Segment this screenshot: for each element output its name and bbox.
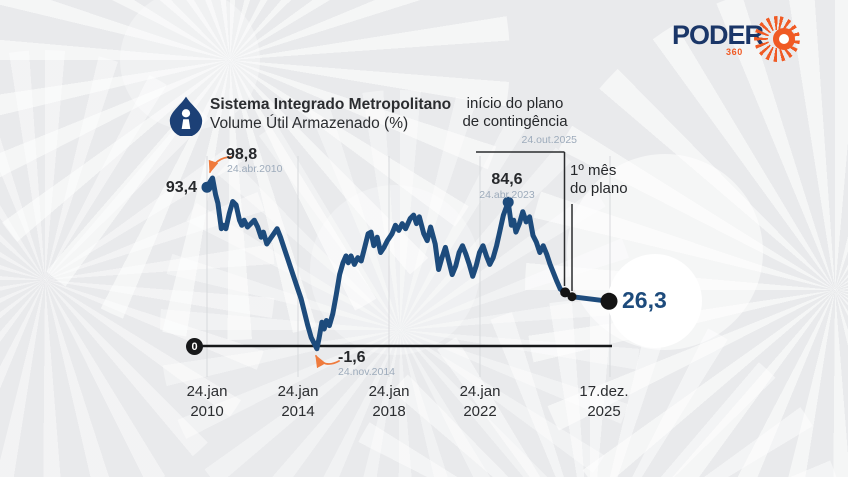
tick-day-month: 24.jan [368,383,410,400]
logo-wordmark: PODER [672,20,764,50]
data-dot-peak-2023 [502,196,514,208]
person-head [181,109,191,118]
tick-day-month: 24.jan [277,383,319,400]
annotation-lines [476,151,573,291]
value-label-low-2014: -1,6 [338,349,366,366]
first-month-line2: do plano [570,180,628,197]
final-value-bubble [608,254,702,348]
data-dot-first-month [567,292,577,302]
tick-year: 2025 [587,403,621,420]
poder360-logo: PODER 360 [668,14,802,66]
date-label-peak-2010: 24.abr.2010 [227,163,283,175]
logo-sunburst-icon [754,16,800,62]
tick-day-month: 24.jan [186,383,228,400]
logo-360-label: 360 [726,47,743,57]
x-axis-tick-2010: 24.jan 2010 [167,382,247,422]
contingency-line2: de contingência [462,113,568,130]
curved-arrow-peak-2010 [208,156,232,174]
value-label-peak-2010: 98,8 [226,146,258,163]
tick-year: 2014 [281,403,315,420]
tick-year: 2018 [372,403,406,420]
date-label-low-2014: 24.nov.2014 [338,366,396,378]
tick-year: 2022 [463,403,497,420]
curved-arrow-low-2014 [315,354,340,369]
x-axis-tick-2018: 24.jan 2018 [349,382,429,422]
water-drop-icon [169,96,203,136]
first-month-annotation: 1º mês do plano [570,162,628,198]
contingency-date: 24.out.2025 [521,134,577,146]
data-dot-final [600,292,618,310]
tick-day-month: 17.dez. [579,383,629,400]
first-month-line1: 1º mês [570,162,617,179]
x-axis-tick-2025: 17.dez. 2025 [564,382,644,422]
series-line-volume [204,175,612,352]
value-label-start: 93,4 [165,179,197,196]
x-axis-tick-2022: 24.jan 2022 [440,382,520,422]
logo-ring [773,28,795,50]
x-axis-tick-2014: 24.jan 2014 [258,382,338,422]
chart-subtitle: Volume Útil Armazenado (%) [210,115,409,132]
zero-axis-badge: 0 [186,338,203,355]
data-dot-plan-start [560,287,571,298]
contingency-line1: início do plano [466,95,564,112]
tick-year: 2010 [190,403,224,420]
gridlines [206,156,611,377]
final-value-label: 26,3 [622,287,667,313]
tick-day-month: 24.jan [459,383,501,400]
date-label-peak-2023: 24.abr.2023 [479,189,535,201]
value-label-peak-2023: 84,6 [491,171,523,188]
chart-title: Sistema Integrado Metropolitano [210,96,452,113]
contingency-annotation: início do plano de contingência [452,95,578,131]
data-dot-start [201,181,213,193]
person-body [181,119,191,129]
